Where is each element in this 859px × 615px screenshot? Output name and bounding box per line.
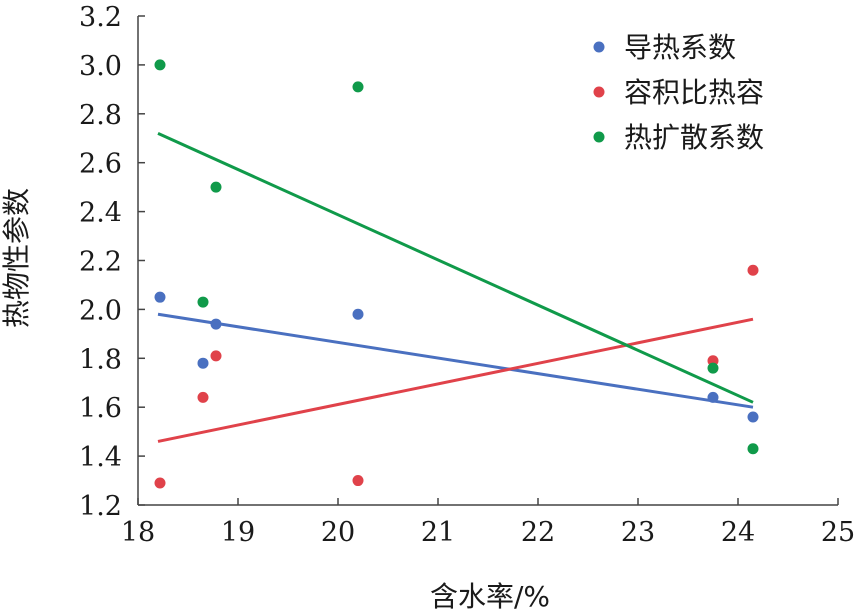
x-tick-label: 23 (621, 517, 655, 548)
data-point-series-1 (352, 475, 364, 487)
legend-marker (593, 41, 605, 53)
data-points (154, 59, 759, 489)
y-tick-label: 3.2 (79, 2, 122, 33)
legend-label: 热扩散系数 (624, 121, 764, 154)
data-point-series-0 (210, 318, 222, 330)
y-tick-label: 2.2 (79, 247, 122, 278)
trend-lines (157, 131, 754, 443)
data-point-series-0 (197, 357, 209, 369)
data-point-series-0 (707, 391, 719, 403)
x-axis-title: 含水率/% (430, 580, 550, 613)
x-tick-label: 21 (421, 517, 455, 548)
y-axis-title: 热物性参数 (0, 188, 33, 328)
y-tick-label: 1.8 (79, 344, 122, 375)
data-point-series-0 (154, 291, 166, 303)
x-tick-label: 19 (221, 517, 255, 548)
x-tick-label: 18 (121, 517, 155, 548)
data-point-series-2 (352, 81, 364, 93)
y-tick-label: 2.0 (79, 295, 122, 326)
data-point-series-1 (197, 391, 209, 403)
data-point-series-0 (747, 411, 759, 423)
data-point-series-0 (352, 308, 364, 320)
data-point-series-2 (197, 296, 209, 308)
x-tick-label: 22 (521, 517, 555, 548)
legend-marker (593, 86, 605, 98)
axes: 18 19 20 21 22 23 24 25 1.2 1.4 1.6 1.8 2.0 2.2 2.4 2.6… (79, 2, 855, 548)
trend-line-series-1 (157, 317, 754, 443)
x-tick-label: 25 (821, 517, 855, 548)
x-tick-label: 20 (321, 517, 355, 548)
data-point-series-1 (154, 477, 166, 489)
data-point-series-2 (747, 443, 759, 455)
y-tick-label: 2.6 (79, 149, 122, 180)
y-tick-label: 2.4 (79, 198, 122, 229)
y-tick-label: 3.0 (79, 51, 122, 82)
trend-line-series-0 (157, 312, 754, 409)
x-tick-label: 24 (721, 517, 755, 548)
data-point-series-2 (707, 362, 719, 374)
data-point-series-1 (747, 264, 759, 276)
data-point-series-2 (154, 59, 166, 71)
trend-line-series-2 (157, 131, 754, 404)
y-tick-label: 1.2 (79, 491, 122, 522)
y-tick-label: 1.6 (79, 393, 122, 424)
legend-label: 容积比热容 (624, 76, 764, 109)
data-point-series-1 (210, 350, 222, 362)
legend-label: 导热系数 (624, 31, 736, 64)
y-tick-label: 1.4 (79, 442, 122, 473)
legend-marker (593, 131, 605, 143)
data-point-series-2 (210, 181, 222, 193)
y-tick-label: 2.8 (79, 100, 122, 131)
